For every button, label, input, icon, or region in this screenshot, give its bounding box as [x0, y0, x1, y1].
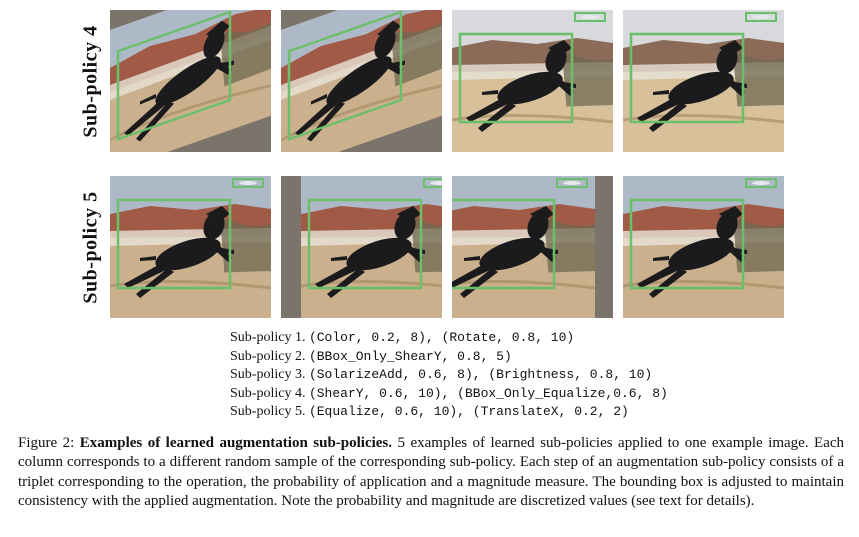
row-label-text: Sub-policy 4 — [79, 24, 102, 138]
row-label-text: Sub-policy 5 — [79, 190, 102, 304]
example-image — [281, 10, 442, 152]
sub-policy-line: Sub-policy 3. (SolarizeAdd, 0.6, 8), (Br… — [230, 366, 668, 385]
image-row-sub-policy-5 — [110, 176, 784, 318]
sub-policy-code: (Equalize, 0.6, 10), (TranslateX, 0.2, 2… — [308, 404, 629, 420]
sub-policy-code: (ShearY, 0.6, 10), (BBox_Only_Equalize,0… — [308, 385, 668, 401]
row-label-sub-policy-5: Sub-policy 5 — [72, 176, 110, 318]
example-image — [110, 176, 271, 318]
example-image — [623, 176, 784, 318]
sub-policy-code: (Color, 0.2, 8), (Rotate, 0.8, 10) — [308, 330, 575, 345]
caption-prefix: Figure 2: — [18, 435, 75, 451]
sub-policy-line: Sub-policy 4. (ShearY, 0.6, 10), (BBox_O… — [230, 385, 668, 404]
sub-policy-list: Sub-policy 1. (Color, 0.2, 8), (Rotate, … — [230, 329, 668, 422]
example-image — [452, 176, 613, 318]
example-image — [110, 10, 271, 152]
sub-policy-label: Sub-policy 5. — [230, 404, 306, 420]
example-image — [281, 176, 442, 318]
caption-body: 5 examples of learned sub-policies appli… — [18, 435, 845, 510]
example-image — [623, 10, 784, 152]
dog-photo — [110, 10, 271, 152]
sub-policy-label: Sub-policy 4. — [230, 385, 306, 401]
dog-photo — [281, 176, 442, 318]
sub-policy-line: Sub-policy 5. (Equalize, 0.6, 10), (Tran… — [230, 403, 668, 422]
dog-photo — [281, 10, 442, 152]
dog-photo — [623, 10, 784, 152]
sub-policy-code: (BBox_Only_ShearY, 0.8, 5) — [308, 348, 512, 364]
row-label-sub-policy-4: Sub-policy 4 — [72, 10, 110, 152]
dog-photo — [623, 176, 784, 318]
sub-policy-label: Sub-policy 1. — [230, 330, 306, 345]
dog-photo — [452, 176, 613, 318]
sub-policy-label: Sub-policy 2. — [230, 348, 306, 364]
example-image — [452, 10, 613, 152]
dog-photo — [452, 10, 613, 152]
image-row-sub-policy-4 — [110, 10, 784, 152]
figure-caption: Figure 2: Examples of learned augmentati… — [18, 434, 844, 512]
augmentation-image-grid — [110, 10, 784, 342]
sub-policy-line: Sub-policy 2. (BBox_Only_ShearY, 0.8, 5) — [230, 348, 668, 367]
sub-policy-code: (SolarizeAdd, 0.6, 8), (Brightness, 0.8,… — [308, 367, 653, 383]
caption-title: Examples of learned augmentation sub-pol… — [79, 435, 393, 451]
sub-policy-line: Sub-policy 1. (Color, 0.2, 8), (Rotate, … — [230, 329, 668, 348]
sub-policy-label: Sub-policy 3. — [230, 367, 306, 383]
dog-photo — [110, 176, 271, 318]
